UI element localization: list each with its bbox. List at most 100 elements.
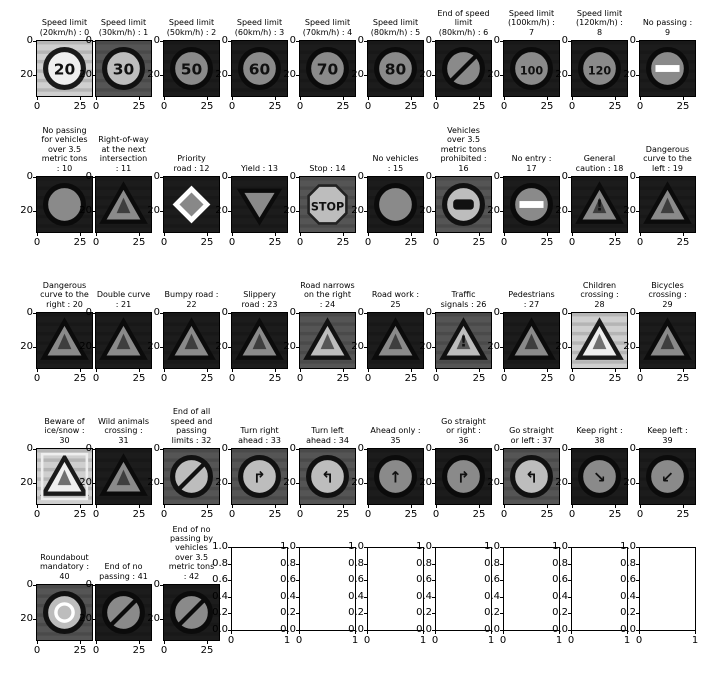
image-texture bbox=[96, 224, 151, 228]
tick-label: 1.0 bbox=[212, 541, 228, 552]
tick-mark bbox=[160, 41, 163, 42]
tick-label: 0 bbox=[160, 101, 168, 112]
image-texture bbox=[232, 186, 287, 190]
traffic-sign-icon: ↰ bbox=[510, 455, 553, 498]
panel-title: Speed limit (100km/h) : 7 bbox=[508, 8, 555, 37]
tick-mark bbox=[571, 631, 572, 634]
tick-mark bbox=[572, 233, 573, 236]
tick-mark bbox=[568, 449, 571, 450]
tick-label: 25 bbox=[73, 101, 87, 112]
tick-label: 25 bbox=[472, 509, 486, 520]
sign-image bbox=[640, 177, 695, 232]
tick-label: 25 bbox=[676, 373, 690, 384]
tick-label: 0.4 bbox=[484, 590, 500, 602]
tick-mark bbox=[436, 97, 437, 100]
tick-label: 0 bbox=[500, 237, 508, 248]
sign-image-axes bbox=[95, 448, 152, 505]
traffic-sign-icon bbox=[510, 183, 553, 226]
tick-label: 0 bbox=[85, 443, 92, 454]
tick-label: 0.4 bbox=[348, 590, 364, 602]
tick-label: 0 bbox=[500, 509, 508, 520]
panel-title: End of all speed and passing limits : 32 bbox=[170, 407, 213, 445]
tick-mark bbox=[92, 347, 95, 349]
tick-label: 0 bbox=[33, 101, 41, 112]
panel-title: Beware of ice/snow : 30 bbox=[44, 416, 85, 445]
sign-image-axes bbox=[503, 176, 560, 233]
image-texture bbox=[232, 313, 287, 317]
sign-image-axes: 30 bbox=[95, 40, 152, 97]
tick-label: 20 bbox=[215, 477, 228, 489]
tick-mark bbox=[138, 369, 140, 372]
tick-label: 20 bbox=[351, 69, 364, 81]
image-texture bbox=[504, 360, 559, 364]
sign-image-axes bbox=[503, 312, 560, 369]
tick-label: 25 bbox=[336, 373, 350, 384]
tick-label: 0 bbox=[85, 307, 92, 318]
sign-glyph: 80 bbox=[385, 61, 407, 79]
tick-mark bbox=[164, 505, 165, 508]
sign-image-axes bbox=[299, 312, 356, 369]
sign-image bbox=[504, 313, 559, 368]
tick-label: 0 bbox=[629, 171, 636, 182]
tick-label: 25 bbox=[132, 237, 146, 248]
tick-mark bbox=[368, 369, 369, 372]
tick-label: 0 bbox=[636, 237, 644, 248]
tick-label: 0 bbox=[26, 35, 33, 46]
tick-label: 25 bbox=[200, 101, 214, 112]
tick-label: 25 bbox=[472, 373, 486, 384]
image-texture bbox=[640, 449, 695, 453]
sign-image-axes: ↙ bbox=[639, 448, 696, 505]
tick-mark bbox=[636, 75, 639, 77]
tick-mark bbox=[138, 641, 140, 644]
tick-label: 25 bbox=[472, 237, 486, 248]
panel-title: Roundabout mandatory : 40 bbox=[39, 552, 90, 581]
tick-label: 0 bbox=[357, 171, 364, 182]
sign-image-axes bbox=[639, 176, 696, 233]
tick-mark bbox=[568, 613, 571, 615]
tick-mark bbox=[206, 369, 208, 372]
tick-mark bbox=[636, 580, 639, 582]
panel-title: Vehicles over 3.5 metric tons prohibited… bbox=[440, 126, 487, 173]
tick-mark bbox=[232, 97, 233, 100]
empty-axes bbox=[367, 547, 424, 631]
tick-label: 25 bbox=[540, 101, 554, 112]
tick-mark bbox=[206, 505, 208, 508]
tick-label: 20 bbox=[623, 69, 636, 81]
tick-label: 0 bbox=[431, 635, 439, 646]
sign-image-axes bbox=[95, 312, 152, 369]
sign-glyph: 100 bbox=[520, 65, 544, 78]
panel-title: Speed limit (30km/h) : 1 bbox=[98, 18, 149, 37]
panel-title: Bicycles crossing : 29 bbox=[648, 280, 687, 309]
tick-mark bbox=[368, 97, 369, 100]
tick-label: 20 bbox=[79, 341, 92, 353]
tick-label: 0.4 bbox=[212, 590, 228, 602]
sign-image: STOP bbox=[300, 177, 355, 232]
tick-label: 0 bbox=[636, 509, 644, 520]
tick-mark bbox=[160, 347, 163, 349]
tick-mark bbox=[274, 505, 276, 508]
image-texture bbox=[572, 41, 627, 45]
sign-image-axes bbox=[163, 584, 220, 641]
tick-mark bbox=[614, 369, 616, 372]
tick-mark bbox=[432, 211, 435, 213]
tick-label: 0 bbox=[92, 645, 100, 656]
tick-mark bbox=[33, 41, 36, 42]
tick-mark bbox=[300, 369, 301, 372]
tick-label: 1 bbox=[487, 635, 495, 646]
tick-mark bbox=[639, 631, 640, 634]
sign-image: 80 bbox=[368, 41, 423, 96]
tick-mark bbox=[423, 631, 424, 634]
panel-title: Priority road : 12 bbox=[173, 154, 210, 173]
image-texture bbox=[37, 313, 92, 317]
tick-label: 25 bbox=[200, 237, 214, 248]
tick-mark bbox=[546, 97, 548, 100]
sign-image bbox=[640, 313, 695, 368]
tick-label: 0 bbox=[493, 35, 500, 46]
tick-mark bbox=[500, 613, 503, 615]
sign-glyph: ↰ bbox=[321, 469, 334, 487]
sign-glyph: 60 bbox=[249, 61, 271, 79]
traffic-sign-icon: 50 bbox=[170, 47, 213, 90]
traffic-sign-icon bbox=[442, 183, 485, 226]
tick-label: 0 bbox=[425, 443, 432, 454]
panel-title: Speed limit (50km/h) : 2 bbox=[166, 18, 217, 37]
